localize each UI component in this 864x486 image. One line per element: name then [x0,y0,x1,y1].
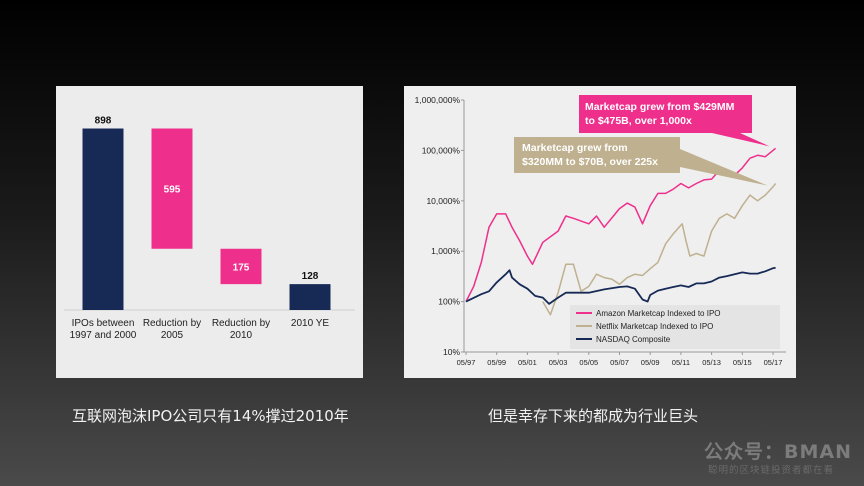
category-label-1-line2: 2005 [161,330,184,341]
y-tick-label-4: 100,000% [422,145,461,155]
annotation-text-netflix-0: Marketcap grew from [522,142,628,154]
y-tick-label-2: 1,000% [431,246,460,256]
annotation-pointer-netflix [680,149,768,186]
annotation-text-amazon-0: Marketcap grew from $429MM [585,101,735,113]
category-label-1: Reduction by [143,318,201,329]
data-label-1: 595 [164,185,181,196]
x-tick-label-3: 05/03 [549,358,568,367]
annotation-box-amazon [579,95,752,133]
x-tick-label-8: 05/13 [702,358,721,367]
x-tick-label-5: 05/07 [610,358,629,367]
legend-label-2: NASDAQ Composite [596,335,671,344]
x-tick-label-1: 05/99 [487,358,506,367]
annotation-pointer-amazon [712,133,770,147]
data-label-2: 175 [233,262,250,273]
x-tick-label-10: 05/17 [764,358,783,367]
y-tick-label-1: 100% [438,297,460,307]
x-tick-label-2: 05/01 [518,358,537,367]
annotation-box-netflix [514,137,680,173]
y-tick-label-0: 10% [443,347,460,357]
annotation-text-amazon-1: to $475B, over 1,000x [585,115,692,127]
legend-label-0: Amazon Marketcap Indexed to IPO [596,309,721,318]
series-line-2 [465,266,776,305]
left-caption: 互联网泡沫IPO公司只有14%撑过2010年 [72,407,349,425]
y-tick-label-5: 1,000,000% [415,95,461,105]
right-caption: 但是幸存下来的都成为行业巨头 [488,407,699,425]
bar-0 [82,128,124,310]
bar-2 [220,248,262,285]
x-tick-label-9: 05/15 [733,358,752,367]
annotation-text-netflix-1: $320MM to $70B, over 225x [522,156,658,168]
watermark-subtitle: 聪明的区块链投资者都在看 [708,465,835,476]
series-line-1 [542,183,777,316]
category-label-2-line2: 2010 [230,330,253,341]
legend-box [570,305,780,349]
watermark-title: 公众号：BMAN [704,441,852,463]
x-tick-label-0: 05/97 [457,358,476,367]
x-tick-label-6: 05/09 [641,358,660,367]
category-label-2: Reduction by [212,318,270,329]
legend-label-1: Netflix Marketcap Indexed to IPO [596,322,713,331]
y-tick-label-3: 10,000% [426,196,460,206]
data-label-3: 128 [302,271,319,282]
waterfall-chart-panel: 898 IPOs between 1997 and 2000 595 Reduction… [56,86,363,378]
category-label-0-line2: 1997 and 2000 [70,330,137,341]
category-label-0: IPOs between [72,318,135,329]
marketcap-line-chart: 10% 100% 1,000% 10,000% 100,000% 1,000,000% 05… [415,95,786,367]
data-label-0: 898 [95,116,112,127]
category-label-3: 2010 YE [291,318,330,329]
x-tick-label-4: 05/05 [579,358,598,367]
marketcap-chart-panel: 10% 100% 1,000% 10,000% 100,000% 1,000,000% 05… [404,86,796,378]
x-tick-label-7: 05/11 [672,358,690,367]
bar-1 [151,128,193,249]
bar-3 [289,284,331,310]
